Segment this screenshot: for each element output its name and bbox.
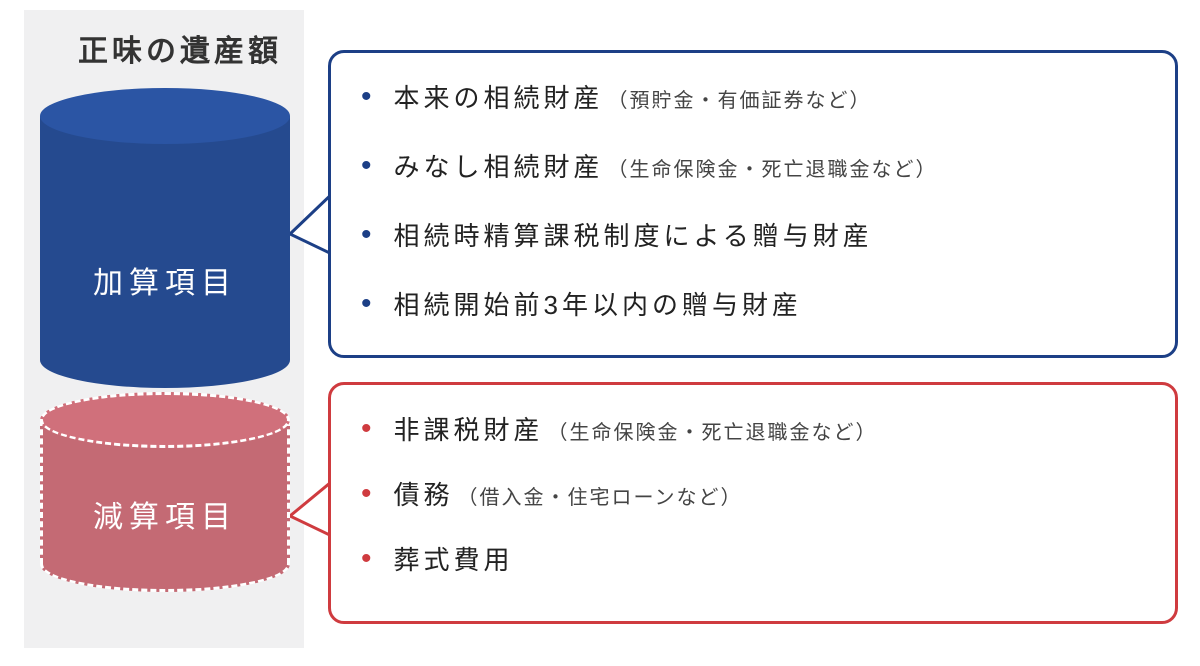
item-main: 非課税財産 (394, 415, 544, 445)
item-main: 相続時精算課税制度による贈与財産 (394, 221, 873, 251)
item-note: （借入金・住宅ローンなど） (458, 487, 743, 509)
list-item: 本来の相続財産（預貯金・有価証券など） (361, 77, 1145, 116)
item-main: 本来の相続財産 (394, 83, 604, 113)
item-note: （預貯金・有価証券など） (608, 90, 872, 112)
bubble-add: 本来の相続財産（預貯金・有価証券など） みなし相続財産（生命保険金・死亡退職金な… (328, 50, 1178, 358)
cylinder-sub: 減算項目 (40, 392, 290, 592)
list-item: 相続開始前3年以内の贈与財産 (361, 284, 1145, 323)
item-note: （生命保険金・死亡退職金など） (608, 159, 938, 181)
cylinder-add-top-ellipse (40, 88, 290, 144)
diagram-title: 正味の遺産額 (78, 26, 282, 70)
list-item: みなし相続財産（生命保険金・死亡退職金など） (361, 146, 1145, 185)
cylinder-sub-top-ellipse (40, 392, 290, 448)
cylinder-add-body (40, 116, 290, 360)
cylinder-sub-label: 減算項目 (40, 492, 290, 536)
bubble-sub: 非課税財産（生命保険金・死亡退職金など） 債務（借入金・住宅ローンなど） 葬式費… (328, 382, 1178, 624)
item-main: 債務 (394, 480, 454, 510)
list-item: 非課税財産（生命保険金・死亡退職金など） (361, 409, 1145, 448)
item-note: （生命保険金・死亡退職金など） (548, 422, 878, 444)
cylinder-add-label: 加算項目 (40, 258, 290, 302)
item-main: みなし相続財産 (394, 152, 604, 182)
item-main: 葬式費用 (394, 545, 514, 575)
sub-list: 非課税財産（生命保険金・死亡退職金など） 債務（借入金・住宅ローンなど） 葬式費… (361, 409, 1145, 578)
list-item: 葬式費用 (361, 539, 1145, 578)
item-main: 相続開始前3年以内の贈与財産 (394, 290, 802, 320)
add-list: 本来の相続財産（預貯金・有価証券など） みなし相続財産（生命保険金・死亡退職金な… (361, 77, 1145, 323)
list-item: 債務（借入金・住宅ローンなど） (361, 474, 1145, 513)
cylinder-add: 加算項目 (40, 88, 290, 388)
list-item: 相続時精算課税制度による贈与財産 (361, 215, 1145, 254)
